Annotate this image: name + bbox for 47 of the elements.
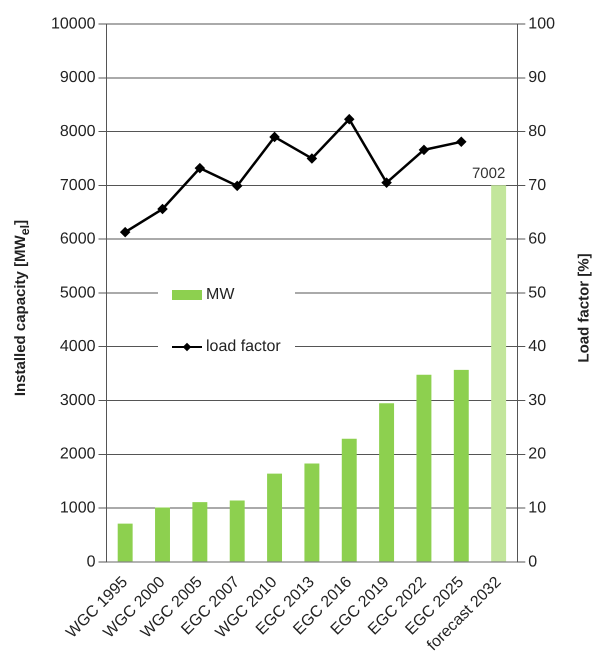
y-tick-label: 1000 — [60, 499, 96, 516]
bar — [342, 438, 357, 562]
point — [195, 163, 205, 173]
bar — [454, 370, 469, 562]
y2-tick-label: 30 — [528, 392, 546, 409]
bar — [491, 185, 506, 562]
bar — [118, 524, 133, 562]
point — [344, 114, 354, 124]
bar — [304, 463, 320, 562]
point — [307, 154, 317, 164]
y2-tick-label: 20 — [528, 446, 546, 463]
y-tick-label: 5000 — [60, 284, 96, 302]
point — [382, 178, 392, 188]
bar — [192, 502, 208, 562]
point — [120, 227, 130, 237]
y2-tick-label: 40 — [528, 338, 546, 356]
y2-tick-label: 10 — [528, 499, 546, 516]
y-tick-label: 3000 — [60, 392, 96, 409]
y2-tick-label: 60 — [528, 230, 546, 248]
point — [456, 137, 466, 147]
y-tick-label: 10000 — [50, 15, 96, 32]
point — [419, 145, 429, 155]
point — [270, 132, 280, 142]
y2-tick-label: 0 — [528, 553, 538, 570]
bar — [155, 508, 170, 562]
bar — [267, 474, 282, 562]
y2-tick-label: 100 — [528, 15, 556, 32]
bar — [379, 403, 394, 562]
legend-label: load factor — [206, 338, 281, 356]
bar — [416, 374, 432, 562]
y-tick-label: 7000 — [60, 176, 96, 194]
point — [158, 204, 168, 214]
y2-tick-label: 80 — [528, 122, 546, 140]
legend-label: MW — [206, 286, 234, 304]
y-tick-label: 2000 — [60, 446, 96, 463]
y2-tick-label: 90 — [528, 69, 546, 86]
bar — [230, 500, 245, 562]
y2-tick-label: 70 — [528, 176, 546, 194]
y-tick-label: 8000 — [60, 122, 96, 140]
y-tick-label: 6000 — [60, 230, 96, 248]
y-tick-label: 9000 — [60, 69, 96, 86]
point — [232, 181, 242, 191]
y-tick-label: 0 — [86, 553, 96, 570]
y-tick-label: 4000 — [60, 338, 96, 356]
y2-tick-label: 50 — [528, 284, 546, 302]
data-label: 7002 — [472, 164, 506, 182]
y2-axis-title: Load factor [%] — [576, 253, 592, 363]
